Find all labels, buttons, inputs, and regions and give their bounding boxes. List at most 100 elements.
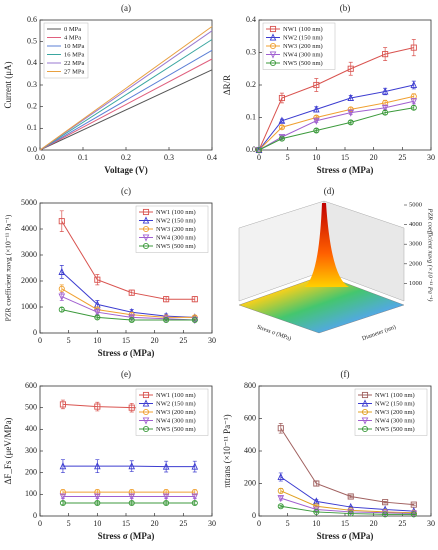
legend-label: NW1 (100 nm): [283, 26, 323, 33]
marker: [94, 309, 101, 317]
y-axis-label: Diameter (nm): [361, 324, 397, 343]
legend-marker: [269, 59, 277, 67]
panel-label: (e): [121, 369, 131, 379]
x-tick-label: 5: [67, 336, 71, 345]
error-bar: [59, 265, 64, 279]
z-axis-label: PZR coefficient πavg (×10⁻¹¹ Pa⁻¹): [427, 208, 434, 302]
marker: [313, 81, 320, 89]
y-tick-label: 200: [244, 478, 256, 487]
y-tick-label: 500: [25, 402, 37, 411]
z-tick-label: 1000: [409, 280, 422, 287]
x-tick-label: 30: [208, 519, 216, 528]
marker: [347, 508, 355, 517]
x-tick-label: 5: [67, 519, 71, 528]
marker: [128, 493, 136, 501]
error-bar: [129, 318, 134, 322]
legend-label: 10 MPa: [64, 43, 85, 50]
error-bar: [383, 47, 388, 61]
marker: [313, 480, 320, 487]
x-tick-label: 30: [208, 336, 216, 345]
legend-marker: [269, 33, 277, 41]
error-bar: [95, 459, 100, 474]
x-tick-label: 15: [341, 153, 349, 162]
marker: [163, 499, 170, 507]
marker: [94, 403, 101, 410]
surface: [238, 274, 405, 334]
x-tick-label: 0: [257, 519, 261, 528]
y-tick-label: 0.4: [246, 15, 256, 24]
marker: [59, 461, 67, 470]
series-line: [258, 84, 414, 151]
legend-marker: [269, 25, 277, 33]
error-bar: [314, 511, 319, 513]
series-line: [39, 26, 213, 151]
panel-label: (c): [121, 186, 131, 196]
panel-label: (d): [324, 186, 335, 196]
legend-marker: [361, 417, 369, 425]
marker: [347, 510, 354, 517]
error-bar: [192, 500, 197, 506]
x-tick-label: 0.1: [78, 153, 88, 162]
marker: [94, 493, 101, 501]
error-bar: [383, 513, 388, 516]
error-bar: [164, 318, 169, 322]
marker: [410, 509, 417, 516]
error-bar: [95, 500, 100, 506]
y-tick-label: 0: [33, 328, 37, 337]
error-bar: [411, 513, 416, 516]
series-line: [39, 39, 213, 151]
legend-label: NW5 (500 nm): [156, 243, 196, 250]
legend-label: NW4 (300 nm): [375, 417, 415, 424]
x-axis-label: Voltage (V): [104, 165, 147, 175]
marker: [410, 80, 418, 89]
marker: [255, 146, 263, 154]
x-tick-label: 10: [93, 336, 101, 345]
y-tick-label: 3000: [21, 250, 37, 259]
marker: [313, 127, 320, 134]
marker: [382, 511, 389, 518]
legend-label: NW4 (300 nm): [283, 51, 323, 58]
marker: [382, 51, 389, 58]
marker: [191, 462, 199, 470]
legend-label: NW3 (200 nm): [375, 409, 415, 416]
error-bar: [164, 500, 169, 506]
series-line: [39, 49, 213, 151]
marker: [382, 499, 389, 506]
panel-label: (b): [340, 3, 351, 13]
x-tick-label: 15: [122, 336, 130, 345]
z-tick-label: 5000: [409, 201, 422, 208]
y-tick-label: 0.6: [27, 15, 37, 24]
x-tick-label: 0: [38, 336, 42, 345]
legend-label: NW4 (300 nm): [156, 234, 196, 241]
y-tick-label: 0.5: [27, 36, 37, 45]
panel-label: (f): [341, 369, 350, 379]
legend-marker: [142, 225, 150, 233]
y-tick-label: 0.1: [27, 123, 37, 132]
legend-label: NW5 (500 nm): [156, 426, 196, 433]
x-axis-label: Stress σ (MPa): [317, 531, 374, 541]
legend-label: NW4 (300 nm): [156, 417, 196, 424]
legend-marker: [142, 216, 150, 224]
marker: [313, 508, 320, 515]
marker: [410, 511, 417, 518]
x-axis-label: Stress σ (MPa): [98, 348, 155, 358]
marker: [128, 289, 135, 296]
legend-marker: [142, 425, 150, 433]
error-bar: [278, 423, 283, 434]
series-line: [258, 107, 414, 151]
series-line: [280, 476, 414, 512]
legend-label: NW3 (200 nm): [283, 43, 323, 50]
x-tick-label: 20: [151, 519, 159, 528]
y-tick-label: 600: [244, 413, 256, 422]
marker: [94, 276, 101, 283]
legend-marker: [142, 391, 150, 399]
marker: [410, 98, 418, 106]
marker: [381, 104, 389, 112]
marker: [128, 499, 135, 507]
marker: [128, 316, 135, 324]
y-tick-label: 800: [244, 381, 256, 390]
x-axis-label: Stress σ (MPa): [98, 531, 155, 541]
x-tick-label: 25: [398, 153, 406, 162]
legend-label: NW2 (150 nm): [156, 217, 196, 224]
marker: [59, 499, 66, 507]
